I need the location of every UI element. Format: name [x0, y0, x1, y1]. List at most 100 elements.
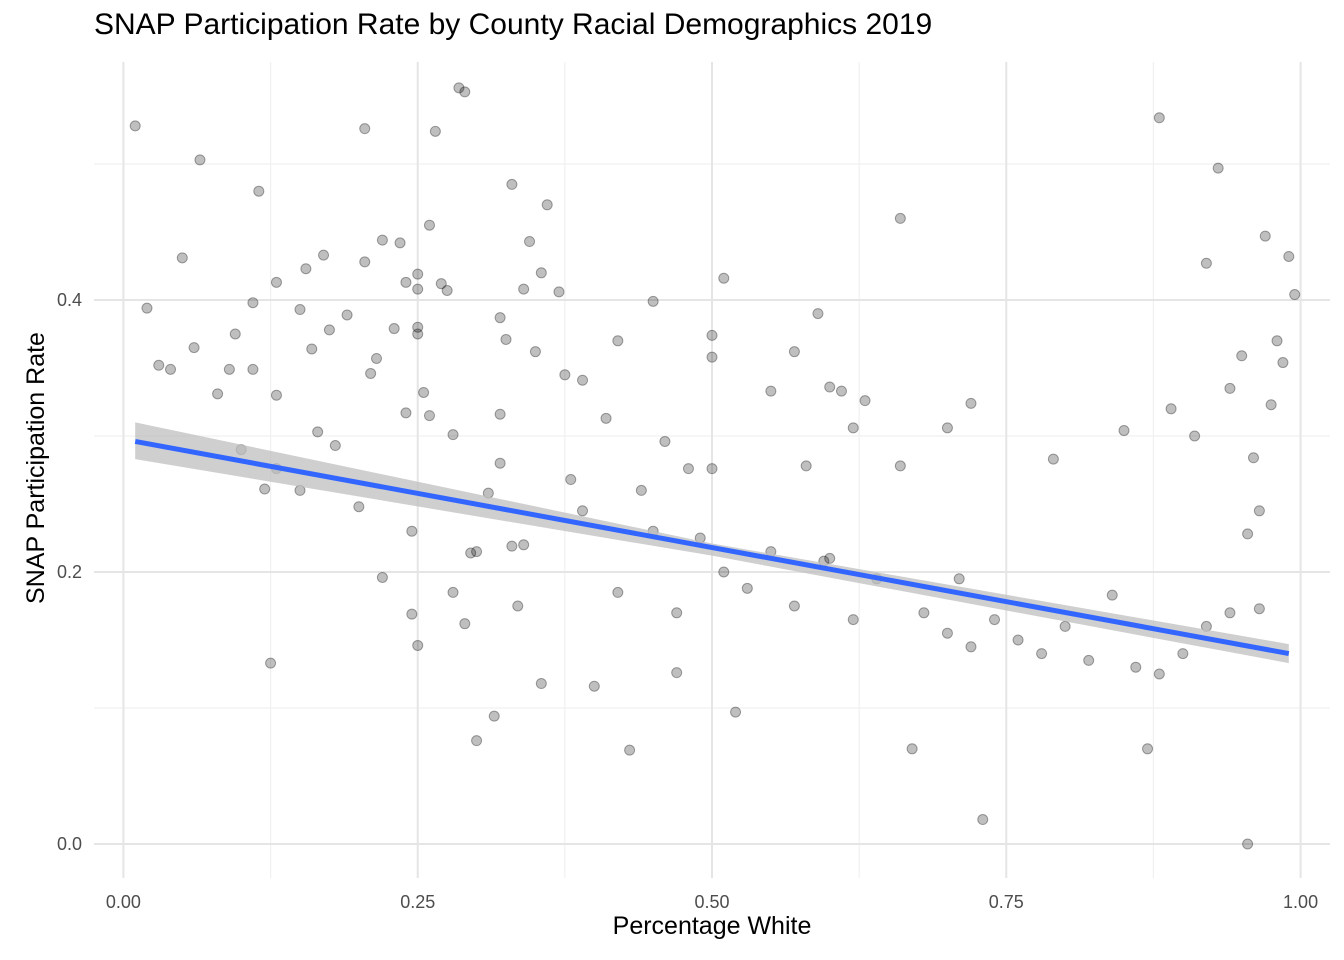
data-point	[494, 312, 506, 324]
x-tick-label: 0.00	[106, 892, 141, 912]
data-point	[400, 407, 412, 419]
x-tick-label: 0.25	[400, 892, 435, 912]
y-axis-label: SNAP Participation Rate	[22, 332, 50, 604]
data-point	[465, 547, 477, 559]
data-point	[718, 272, 730, 284]
data-point	[1271, 335, 1283, 347]
data-point	[194, 154, 206, 166]
data-point	[577, 374, 589, 386]
data-point	[706, 351, 718, 363]
data-point	[518, 283, 530, 295]
data-point	[647, 295, 659, 307]
data-point	[706, 463, 718, 475]
data-point	[812, 308, 824, 320]
data-point	[165, 363, 177, 375]
data-point	[1036, 648, 1048, 660]
data-point	[824, 552, 836, 564]
trend-line	[134, 438, 1290, 657]
data-point	[1059, 620, 1071, 632]
chart-title: SNAP Participation Rate by County Racial…	[94, 8, 933, 41]
data-point	[1253, 505, 1265, 517]
data-point	[229, 328, 241, 340]
data-point	[1253, 603, 1265, 615]
data-point	[312, 426, 324, 438]
data-point	[341, 309, 353, 321]
data-point	[371, 352, 383, 364]
data-point	[453, 82, 465, 94]
data-point	[459, 618, 471, 630]
data-point	[376, 234, 388, 246]
data-point	[176, 252, 188, 264]
data-point	[765, 385, 777, 397]
data-point	[494, 408, 506, 420]
data-point	[565, 474, 577, 486]
data-point	[418, 386, 430, 398]
data-point	[412, 328, 424, 340]
x-tick-label: 0.50	[694, 892, 729, 912]
data-point	[1153, 668, 1165, 680]
data-point	[918, 607, 930, 619]
data-point	[824, 381, 836, 393]
data-point	[1283, 250, 1295, 262]
data-point	[506, 540, 518, 552]
data-point	[406, 525, 418, 537]
data-point	[1224, 607, 1236, 619]
data-point	[706, 329, 718, 341]
data-point	[953, 573, 965, 585]
data-point	[270, 389, 282, 401]
data-point	[1224, 382, 1236, 394]
data-point	[894, 460, 906, 472]
data-point	[294, 304, 306, 316]
data-point	[435, 278, 447, 290]
data-point	[212, 388, 224, 400]
data-point	[412, 639, 424, 651]
data-point	[441, 284, 453, 296]
data-point	[553, 286, 565, 298]
data-point	[541, 199, 553, 211]
data-point	[847, 614, 859, 626]
data-point	[977, 814, 989, 826]
data-point	[671, 667, 683, 679]
data-point	[1083, 654, 1095, 666]
data-point	[412, 268, 424, 280]
data-point	[259, 483, 271, 495]
data-point	[941, 422, 953, 434]
data-point	[1177, 648, 1189, 660]
data-point	[376, 571, 388, 583]
data-point	[788, 600, 800, 612]
data-point	[400, 276, 412, 288]
y-tick-label: 0.0	[57, 834, 82, 854]
data-point	[306, 343, 318, 355]
x-axis-ticks: 0.00 0.25 0.50 0.75 1.00	[106, 892, 1318, 912]
data-point	[223, 363, 235, 375]
data-point	[800, 460, 812, 472]
data-point	[518, 539, 530, 551]
data-point	[1012, 634, 1024, 646]
data-point	[612, 586, 624, 598]
data-point	[1106, 589, 1118, 601]
data-point	[471, 735, 483, 747]
data-point	[894, 212, 906, 224]
data-point	[1130, 661, 1142, 673]
data-point	[730, 706, 742, 718]
data-point	[1242, 838, 1254, 850]
data-point	[535, 267, 547, 279]
data-point	[506, 178, 518, 190]
data-point	[1242, 528, 1254, 540]
data-point	[965, 641, 977, 653]
data-point	[847, 422, 859, 434]
y-tick-label: 0.4	[57, 290, 82, 310]
data-point	[1165, 403, 1177, 415]
data-point	[718, 566, 730, 578]
data-point	[1118, 425, 1130, 437]
data-point	[247, 363, 259, 375]
data-point	[588, 680, 600, 692]
data-point	[129, 120, 141, 132]
data-point	[1236, 350, 1248, 362]
data-point	[247, 297, 259, 309]
data-point	[423, 219, 435, 231]
data-point	[423, 410, 435, 422]
data-point	[265, 657, 277, 669]
y-axis-ticks: 0.0 0.2 0.4	[57, 290, 82, 854]
